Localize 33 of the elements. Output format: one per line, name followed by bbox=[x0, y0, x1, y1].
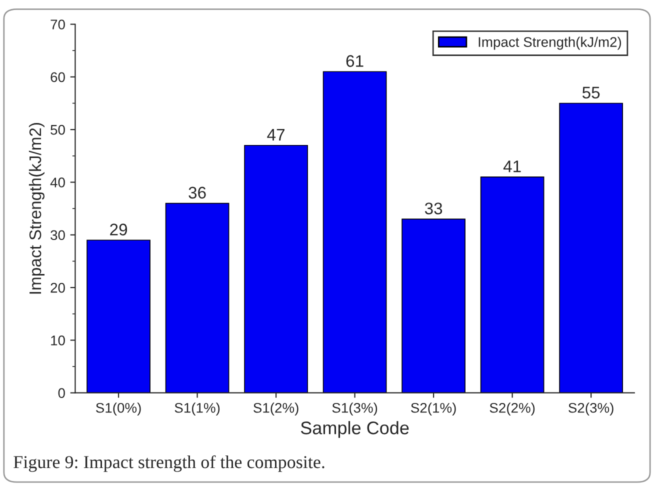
x-tick-label: S1(1%) bbox=[174, 402, 220, 416]
x-tick-label: S1(3%) bbox=[332, 402, 378, 416]
x-tick-label: S1(2%) bbox=[254, 402, 298, 416]
data-label: 36 bbox=[188, 186, 206, 199]
x-axis-title: Sample Code bbox=[300, 421, 409, 438]
bar bbox=[165, 202, 230, 393]
y-tick-label: 60 bbox=[50, 72, 65, 82]
bar bbox=[322, 71, 387, 393]
x-tick-label: S2(2%) bbox=[490, 402, 535, 416]
bar bbox=[480, 176, 544, 393]
y-tick-label: 70 bbox=[50, 20, 65, 30]
y-tick-label: 10 bbox=[51, 336, 65, 346]
x-tick-label: S1(0%) bbox=[96, 402, 141, 416]
x-tick-label: S2(1%) bbox=[411, 402, 456, 416]
data-label: 55 bbox=[582, 86, 600, 99]
data-label: 29 bbox=[110, 224, 128, 236]
data-label: 41 bbox=[503, 160, 521, 172]
caption: Figure 9: Impact strength of the composite. bbox=[14, 455, 324, 472]
legend-label: Impact Strength(kJ/m2) bbox=[478, 36, 622, 50]
bar bbox=[86, 240, 150, 393]
bar bbox=[244, 144, 308, 393]
bar bbox=[402, 218, 466, 393]
y-tick-label: 50 bbox=[50, 124, 65, 135]
data-label: 61 bbox=[346, 55, 364, 67]
y-tick-label: 0 bbox=[58, 388, 65, 398]
data-label: 47 bbox=[267, 129, 284, 141]
y-axis-title: Impact Strength(kJ/m2) bbox=[28, 122, 44, 294]
y-tick-label: 30 bbox=[50, 230, 65, 240]
y-tick-label: 20 bbox=[50, 282, 65, 293]
x-tick-label: S2(3%) bbox=[568, 402, 614, 416]
data-label: 33 bbox=[424, 202, 442, 214]
y-tick-label: 40 bbox=[50, 178, 65, 188]
bar bbox=[559, 102, 623, 393]
